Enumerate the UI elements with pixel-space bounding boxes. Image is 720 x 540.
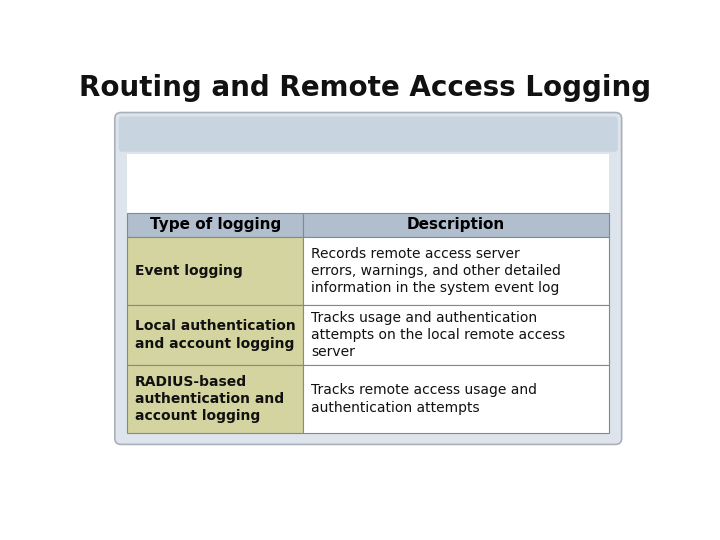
Bar [303, 213, 609, 237]
FancyBboxPatch shape [114, 112, 621, 444]
Text: Tracks usage and authentication
attempts on the local remote access
server: Tracks usage and authentication attempts… [311, 310, 565, 360]
Text: Records remote access server
errors, warnings, and other detailed
information in: Records remote access server errors, war… [311, 247, 561, 295]
Text: Routing and Remote Access Logging: Routing and Remote Access Logging [79, 74, 651, 102]
Text: Event logging: Event logging [135, 264, 243, 278]
FancyBboxPatch shape [119, 394, 618, 441]
Bar [303, 365, 609, 433]
Bar [127, 365, 303, 433]
Text: Local authentication
and account logging: Local authentication and account logging [135, 320, 296, 350]
Text: Description: Description [407, 218, 505, 232]
Text: Type of logging: Type of logging [150, 218, 281, 232]
Bar [303, 305, 609, 365]
Bar [127, 237, 303, 305]
Text: Tracks remote access usage and
authentication attempts: Tracks remote access usage and authentic… [311, 383, 537, 415]
Bar [127, 213, 303, 237]
Bar [127, 305, 303, 365]
Bar [127, 154, 609, 396]
Text: RADIUS-based
authentication and
account logging: RADIUS-based authentication and account … [135, 375, 284, 423]
Bar [303, 237, 609, 305]
FancyBboxPatch shape [119, 117, 618, 152]
